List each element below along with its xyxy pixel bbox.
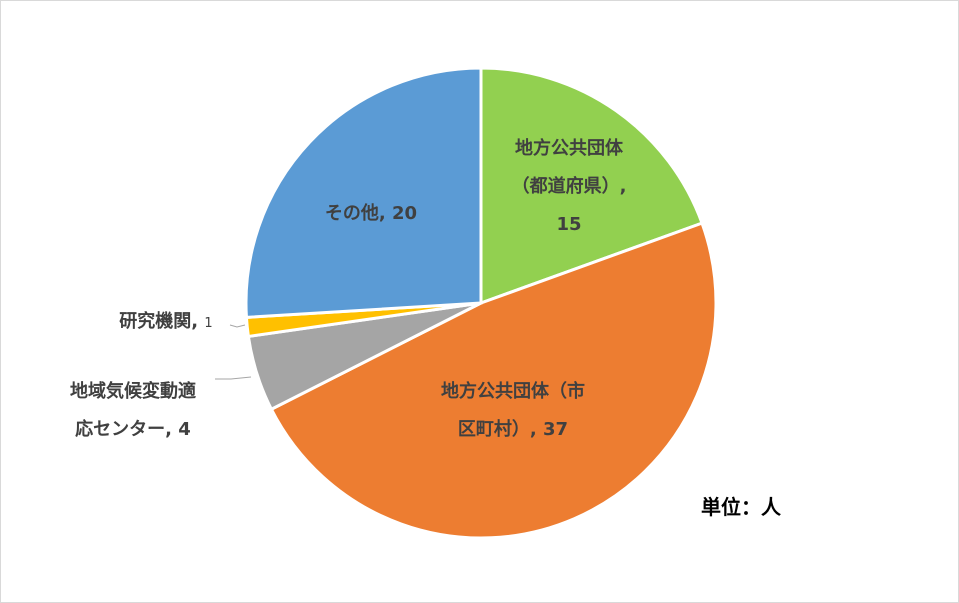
value-label: 4 <box>178 419 191 440</box>
value-label: 15 <box>556 214 582 235</box>
slice-label: 地方公共団体（市区町村）, 37 <box>438 373 588 449</box>
label-separator: , <box>378 203 393 224</box>
pie-slice <box>244 66 483 319</box>
unit-note: 単位：人 <box>701 495 781 519</box>
slice-label: その他, 20 <box>271 195 471 233</box>
category-name: 地方公共団体（市区町村） <box>441 381 585 440</box>
pie-slice <box>479 66 704 306</box>
category-name: 地域気候変動適応センター <box>70 381 196 440</box>
value-label: 37 <box>543 419 569 440</box>
leader-line <box>215 376 252 380</box>
label-separator: , <box>529 419 544 440</box>
category-name: 地方公共団体（都道府県） <box>511 138 623 197</box>
slice-label: 研究機関, 1 <box>16 303 316 343</box>
pie-slice <box>269 221 718 540</box>
label-separator: , <box>165 419 179 440</box>
category-name: その他 <box>324 203 379 224</box>
label-separator: , <box>191 311 205 332</box>
category-name: 研究機関 <box>119 311 192 332</box>
slice-label: 地域気候変動適応センター, 4 <box>63 373 203 449</box>
slice-label: 地方公共団体（都道府県）, 15 <box>504 130 634 244</box>
label-separator: , <box>619 176 627 197</box>
value-label: 20 <box>392 203 418 224</box>
value-label: 1 <box>204 316 213 331</box>
leader-line <box>229 324 246 328</box>
